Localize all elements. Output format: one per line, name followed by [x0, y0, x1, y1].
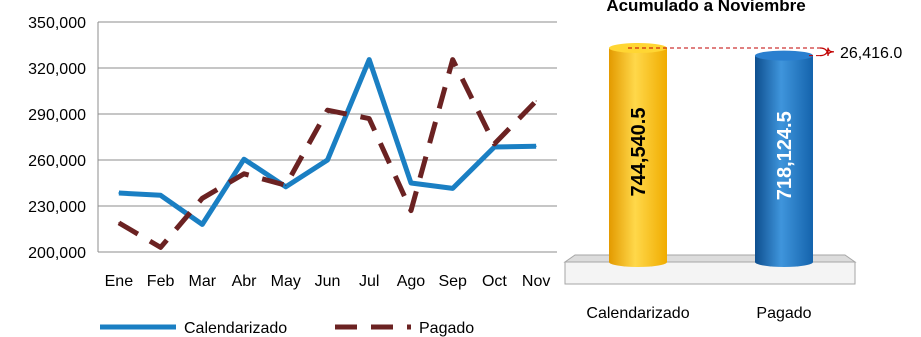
pagado-point	[535, 100, 537, 102]
calendarizado-point	[326, 159, 329, 161]
x-tick-label: Feb	[147, 273, 175, 290]
pagado-point	[159, 246, 162, 248]
series-lines	[117, 57, 538, 250]
x-tick-label: Mar	[189, 273, 217, 290]
calendarizado-point	[493, 146, 496, 148]
x-tick-label: Ene	[105, 273, 134, 290]
calendarizado-point	[285, 186, 287, 188]
x-axis-ticks: Ene Feb Mar Abr May Jun Jul Ago Sep Oct Nov	[105, 273, 551, 290]
pagado-point	[452, 58, 454, 61]
line-chart: 200,000 230,000 260,000 290,000 320,000 350,0…	[28, 15, 557, 337]
x-tick-label: May	[271, 273, 301, 290]
x-tick-label: Ago	[397, 273, 426, 290]
pagado-point	[243, 173, 245, 175]
bar-value-label-calendarizado: 744,540.5	[628, 108, 650, 197]
difference-brace	[819, 47, 835, 57]
pagado-point	[118, 222, 120, 224]
legend-label-pagado: Pagado	[419, 320, 474, 337]
x-tick-label: Jul	[359, 273, 379, 290]
y-tick-label: 260,000	[28, 153, 86, 170]
bar-calendarizado	[609, 48, 667, 267]
x-tick-label: Oct	[482, 273, 507, 290]
bar-category-label: Pagado	[756, 305, 811, 322]
y-tick-label: 200,000	[28, 245, 86, 262]
chart-floor-front	[564, 261, 856, 285]
pagado-point	[201, 197, 203, 199]
pagado-point	[493, 143, 496, 145]
difference-label: 26,416.0	[840, 45, 902, 62]
y-tick-label: 290,000	[28, 107, 86, 124]
x-tick-label: Abr	[232, 273, 258, 290]
calendarizado-point	[368, 58, 370, 61]
calendarizado-point	[159, 194, 162, 196]
bar-chart-body: 744,540.5 Calendarizado 718,124.5 Pagado 26,…	[563, 43, 902, 322]
legend: Calendarizado Pagado	[100, 320, 474, 337]
y-tick-label: 350,000	[28, 15, 86, 32]
x-tick-label: Jun	[315, 273, 341, 290]
x-tick-label: Sep	[438, 273, 467, 290]
pagado-point	[368, 118, 370, 120]
bar-value-label-pagado: 718,124.5	[774, 111, 796, 200]
calendarizado-point	[118, 192, 120, 194]
bar-pagado-cap	[755, 50, 813, 61]
calendarizado-point	[452, 187, 454, 189]
pagado-point	[410, 210, 412, 212]
bar-chart-title: Acumulado a Noviembre	[606, 0, 805, 15]
bar-chart: Acumulado a Noviembre 744,540.5 Calendari…	[563, 0, 902, 322]
calendarizado-point	[410, 182, 412, 184]
legend-label-calendarizado: Calendarizado	[184, 320, 287, 337]
y-tick-label: 230,000	[28, 199, 86, 216]
y-tick-label: 320,000	[28, 61, 86, 78]
pagado-point	[326, 109, 329, 111]
series-line-calendarizado	[118, 57, 537, 227]
pagado-point	[285, 184, 287, 186]
bar-pagado	[755, 55, 813, 267]
calendarizado-point	[535, 145, 537, 147]
bar-category-label: Calendarizado	[586, 305, 689, 322]
x-tick-label: Nov	[522, 273, 550, 290]
calendarizado-point	[243, 158, 245, 160]
gridlines	[97, 21, 557, 253]
y-axis-ticks: 200,000 230,000 260,000 290,000 320,000 350,0…	[28, 15, 86, 262]
calendarizado-point	[201, 223, 203, 225]
